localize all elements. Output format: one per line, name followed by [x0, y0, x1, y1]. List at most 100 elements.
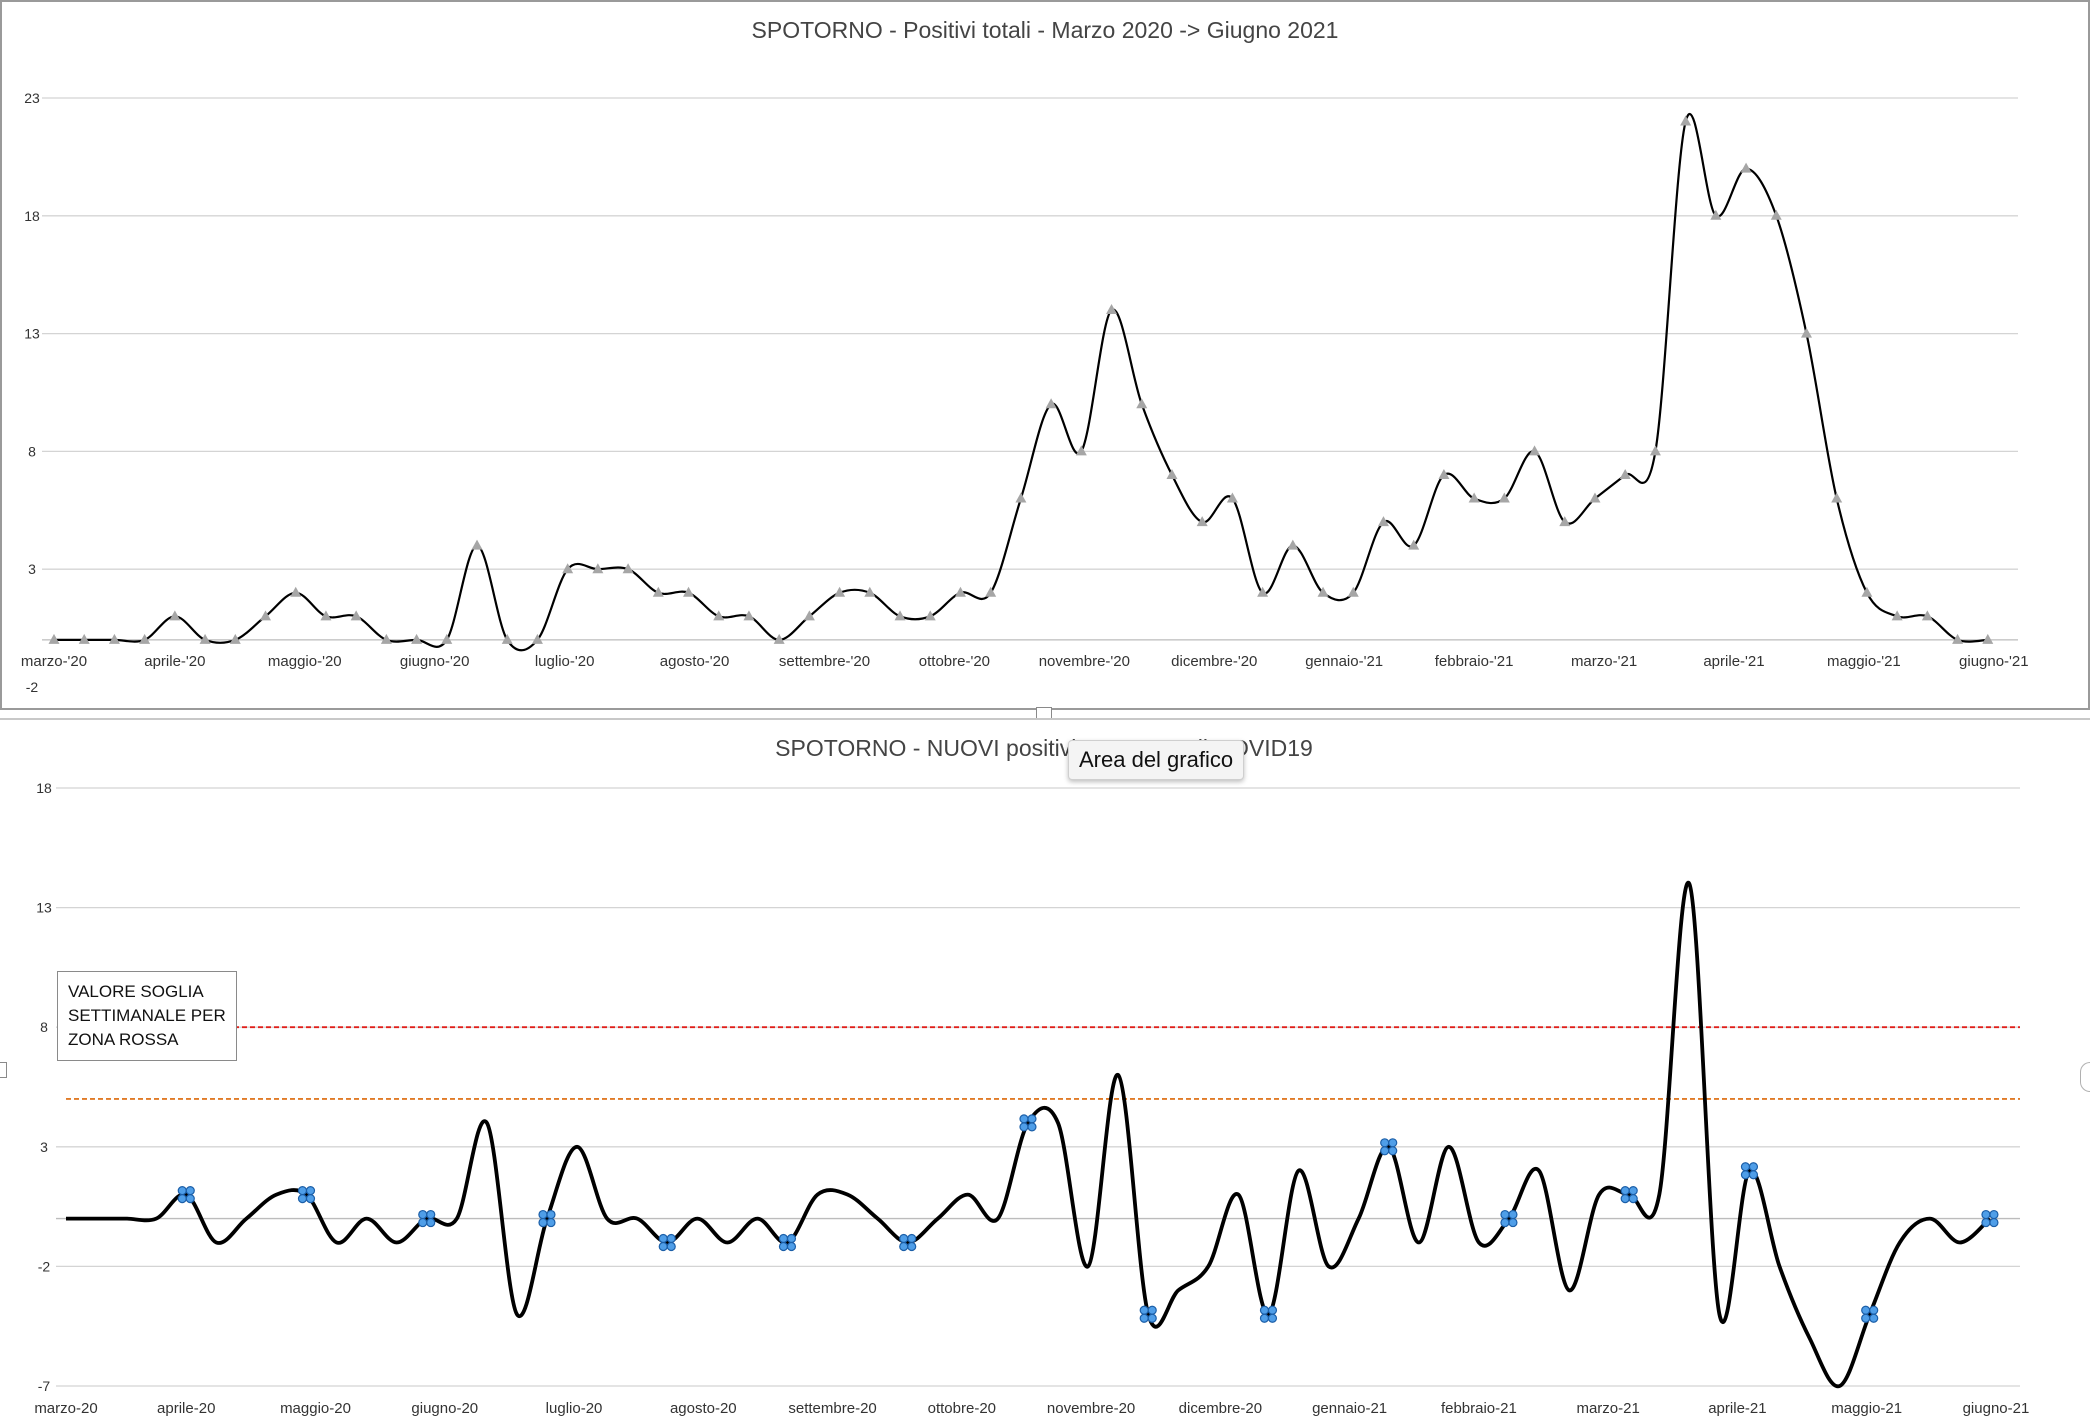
data-point-marker	[1438, 468, 1450, 479]
selected-data-point	[538, 1209, 556, 1228]
selection-handle	[418, 1217, 428, 1228]
selection-handle	[1740, 1170, 1751, 1180]
resize-handle-right[interactable]	[2080, 1062, 2090, 1092]
data-point-marker	[1347, 586, 1359, 597]
data-point-marker	[652, 586, 664, 597]
data-point-marker	[1317, 586, 1329, 597]
selected-data-point	[1620, 1186, 1638, 1204]
data-point-marker	[1136, 398, 1148, 409]
selected-data-point	[418, 1209, 436, 1228]
selection-handle	[1869, 1305, 1879, 1315]
data-point-marker	[1740, 162, 1752, 173]
selection-handle	[426, 1217, 436, 1228]
selection-handle	[1508, 1217, 1518, 1228]
y-tick-label: 13	[24, 326, 40, 342]
data-point-marker	[713, 610, 725, 621]
chart-total-positives[interactable]: SPOTORNO - Positivi totali - Marzo 2020 …	[0, 0, 2090, 710]
x-tick-label: gennaio-21	[1312, 1400, 1387, 1417]
selection-handle	[1380, 1146, 1390, 1156]
selection-handle	[899, 1241, 909, 1252]
data-point-marker	[592, 563, 604, 574]
data-point-marker	[834, 586, 846, 597]
selection-handle	[666, 1233, 676, 1244]
selection-handle	[1628, 1194, 1638, 1204]
y-tick-label: 3	[28, 561, 36, 577]
selected-data-point	[1981, 1209, 1999, 1228]
data-point-marker	[864, 586, 876, 597]
selection-handle	[1620, 1186, 1630, 1196]
data-point-marker	[1166, 468, 1178, 479]
selection-handle	[1981, 1217, 1991, 1228]
selection-handle	[426, 1209, 436, 1220]
data-point-marker	[108, 633, 120, 644]
y-tick-label: 8	[28, 443, 36, 459]
selection-handle	[546, 1217, 556, 1228]
resize-handle-left[interactable]	[0, 1062, 7, 1078]
selection-handle	[1380, 1138, 1390, 1148]
selection-handle	[1740, 1162, 1751, 1172]
x-tick-label: gennaio-'21	[1305, 653, 1383, 670]
data-point-marker	[350, 610, 362, 621]
data-point-marker	[985, 586, 997, 597]
selection-handle	[1147, 1305, 1157, 1315]
selected-data-point	[1139, 1305, 1157, 1323]
data-point-marker	[562, 563, 574, 574]
chart-new-positives-svg: SPOTORNO - NUOVI positivi - Un anno di C…	[34, 735, 2030, 1417]
selection-handle	[907, 1233, 917, 1244]
x-tick-label: marzo-21	[1576, 1400, 1639, 1417]
data-point-marker	[1831, 492, 1843, 503]
x-tick-label: giugno-'20	[400, 653, 470, 670]
y-tick-label: 8	[40, 1019, 48, 1035]
data-point-marker	[1921, 610, 1933, 621]
data-point-marker	[924, 610, 936, 621]
data-point-marker	[260, 610, 272, 621]
selection-handle	[1388, 1146, 1398, 1156]
data-point-marker	[954, 586, 966, 597]
selection-handle	[185, 1194, 195, 1204]
selection-handle	[305, 1194, 316, 1204]
x-tick-label: settembre-20	[788, 1400, 876, 1417]
data-point-marker	[1770, 209, 1782, 220]
x-tick-label: giugno-21	[1963, 1400, 2030, 1417]
data-point-marker	[1106, 304, 1118, 315]
selected-data-point	[1740, 1162, 1759, 1180]
data-point-marker	[1075, 445, 1087, 456]
data-point-marker	[380, 633, 392, 644]
selected-data-point	[899, 1233, 917, 1252]
tooltip-text: Area del grafico	[1079, 747, 1234, 772]
selection-handle	[1748, 1162, 1759, 1172]
data-point-marker	[1408, 539, 1420, 550]
data-point-marker	[1468, 492, 1480, 503]
x-tick-label: dicembre-20	[1179, 1400, 1262, 1417]
selection-handle	[1861, 1313, 1871, 1323]
selection-handle	[1259, 1313, 1270, 1323]
selection-handle	[1267, 1313, 1278, 1323]
x-tick-label: aprile-'20	[144, 653, 205, 670]
selected-data-point	[297, 1186, 316, 1204]
selection-handle	[1139, 1305, 1149, 1315]
selection-handle	[1027, 1114, 1037, 1124]
y-tick-label: 18	[36, 780, 52, 796]
selection-handle	[538, 1209, 548, 1220]
x-tick-label: marzo-'20	[21, 653, 87, 670]
selection-handle	[778, 1241, 789, 1252]
selected-data-point	[778, 1233, 797, 1252]
selection-handle	[1981, 1209, 1991, 1220]
selection-handle	[1989, 1217, 1999, 1228]
data-point-marker	[1287, 539, 1299, 550]
data-point-marker	[773, 633, 785, 644]
x-tick-label: febbraio-21	[1441, 1400, 1517, 1417]
selected-data-point	[1019, 1114, 1037, 1132]
selection-handle	[1147, 1313, 1157, 1323]
data-point-marker	[1377, 516, 1389, 527]
chart-area-tooltip: Area del grafico	[1068, 740, 1245, 780]
data-point-marker	[1619, 468, 1631, 479]
chart-new-positives[interactable]: SPOTORNO - NUOVI positivi - Un anno di C…	[0, 718, 2090, 1422]
threshold-legend-box: VALORE SOGLIA SETTIMANALE PER ZONA ROSSA	[57, 971, 237, 1061]
x-tick-label: luglio-20	[546, 1400, 603, 1417]
data-point-marker	[531, 633, 543, 644]
selection-handle	[1019, 1122, 1029, 1132]
data-point-marker	[1982, 633, 1994, 644]
x-tick-label: aprile-21	[1708, 1400, 1766, 1417]
data-point-marker	[1952, 633, 1964, 644]
